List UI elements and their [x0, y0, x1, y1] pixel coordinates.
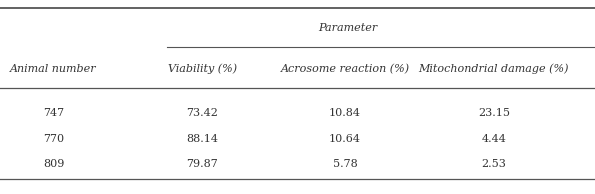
Text: 809: 809	[43, 159, 64, 169]
Text: 747: 747	[43, 108, 64, 119]
Text: Mitochondrial damage (%): Mitochondrial damage (%)	[419, 64, 569, 74]
Text: 2.53: 2.53	[481, 159, 506, 169]
Text: 5.78: 5.78	[333, 159, 358, 169]
Text: Animal number: Animal number	[10, 64, 97, 74]
Text: 73.42: 73.42	[186, 108, 218, 119]
Text: 4.44: 4.44	[481, 134, 506, 144]
Text: Parameter: Parameter	[318, 23, 378, 33]
Text: 79.87: 79.87	[186, 159, 218, 169]
Text: 10.64: 10.64	[329, 134, 361, 144]
Text: 10.84: 10.84	[329, 108, 361, 119]
Text: 88.14: 88.14	[186, 134, 218, 144]
Text: 770: 770	[43, 134, 64, 144]
Text: Acrosome reaction (%): Acrosome reaction (%)	[280, 64, 410, 74]
Text: 23.15: 23.15	[478, 108, 510, 119]
Text: Viability (%): Viability (%)	[168, 64, 237, 74]
